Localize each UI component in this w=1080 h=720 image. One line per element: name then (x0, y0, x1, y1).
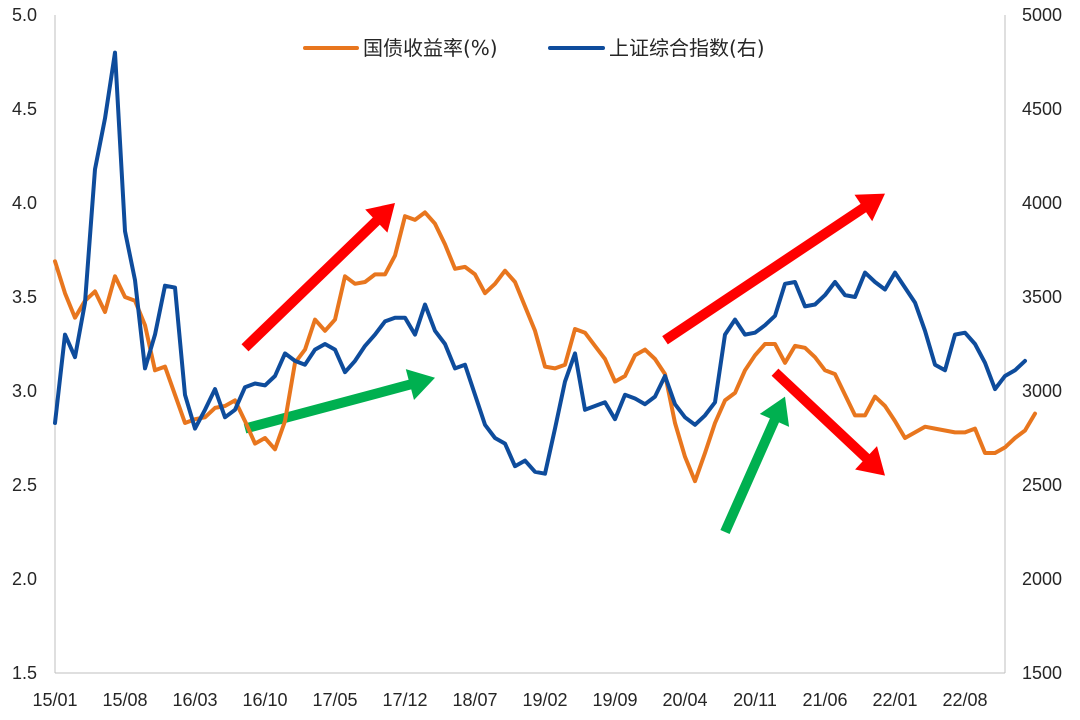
x-tick-label: 18/07 (452, 690, 497, 710)
y-left-tick-label: 4.5 (12, 99, 37, 119)
y-left-tick-label: 3.5 (12, 287, 37, 307)
x-tick-label: 20/04 (662, 690, 707, 710)
trend-arrow (771, 368, 885, 476)
trend-arrow (241, 203, 395, 352)
x-tick-label: 16/10 (242, 690, 287, 710)
series-lines (53, 50, 1037, 484)
x-tick-label: 22/08 (942, 690, 987, 710)
y-right-tick-label: 5000 (1022, 5, 1062, 25)
y-left-tick-label: 4.0 (12, 193, 37, 213)
x-tick-label: 17/05 (312, 690, 357, 710)
x-tick-label: 22/01 (872, 690, 917, 710)
x-tick-label: 15/01 (32, 690, 77, 710)
axes (54, 15, 1006, 674)
y-right-tick-label: 1500 (1022, 663, 1062, 683)
y-right-tick-label: 3000 (1022, 381, 1062, 401)
y-right-tick-label: 2500 (1022, 475, 1062, 495)
x-tick-label: 19/02 (522, 690, 567, 710)
y-left-tick-label: 3.0 (12, 381, 37, 401)
legend: 国债收益率(%) 上证综合指数(右) (303, 36, 765, 60)
y-right-tick-label: 3500 (1022, 287, 1062, 307)
y-right-tick-label: 4500 (1022, 99, 1062, 119)
series-line-yield (53, 210, 1037, 484)
y-right-tick-label: 4000 (1022, 193, 1062, 213)
y-left-tick-label: 2.5 (12, 475, 37, 495)
trend-arrow (662, 193, 885, 345)
x-tick-label: 16/03 (172, 690, 217, 710)
legend-label: 国债收益率(%) (363, 36, 498, 60)
y-left-tick-label: 5.0 (12, 5, 37, 25)
x-tick-label: 21/06 (802, 690, 847, 710)
trend-arrows (241, 193, 885, 534)
trend-arrow (720, 396, 790, 534)
x-tick-label: 19/09 (592, 690, 637, 710)
tick-labels: 1.5 2.0 2.5 3.0 3.5 4.0 4.5 5.0 1500 2000 2500 3000… (12, 5, 1062, 710)
x-tick-label: 20/11 (733, 690, 777, 710)
series-line-index (53, 50, 1027, 476)
x-tick-label: 17/12 (382, 690, 427, 710)
y-right-tick-label: 2000 (1022, 569, 1062, 589)
legend-label: 上证综合指数(右) (609, 36, 765, 60)
trend-arrow (243, 369, 435, 434)
x-tick-label: 15/08 (102, 690, 147, 710)
y-left-tick-label: 2.0 (12, 569, 37, 589)
y-left-tick-label: 1.5 (12, 663, 37, 683)
